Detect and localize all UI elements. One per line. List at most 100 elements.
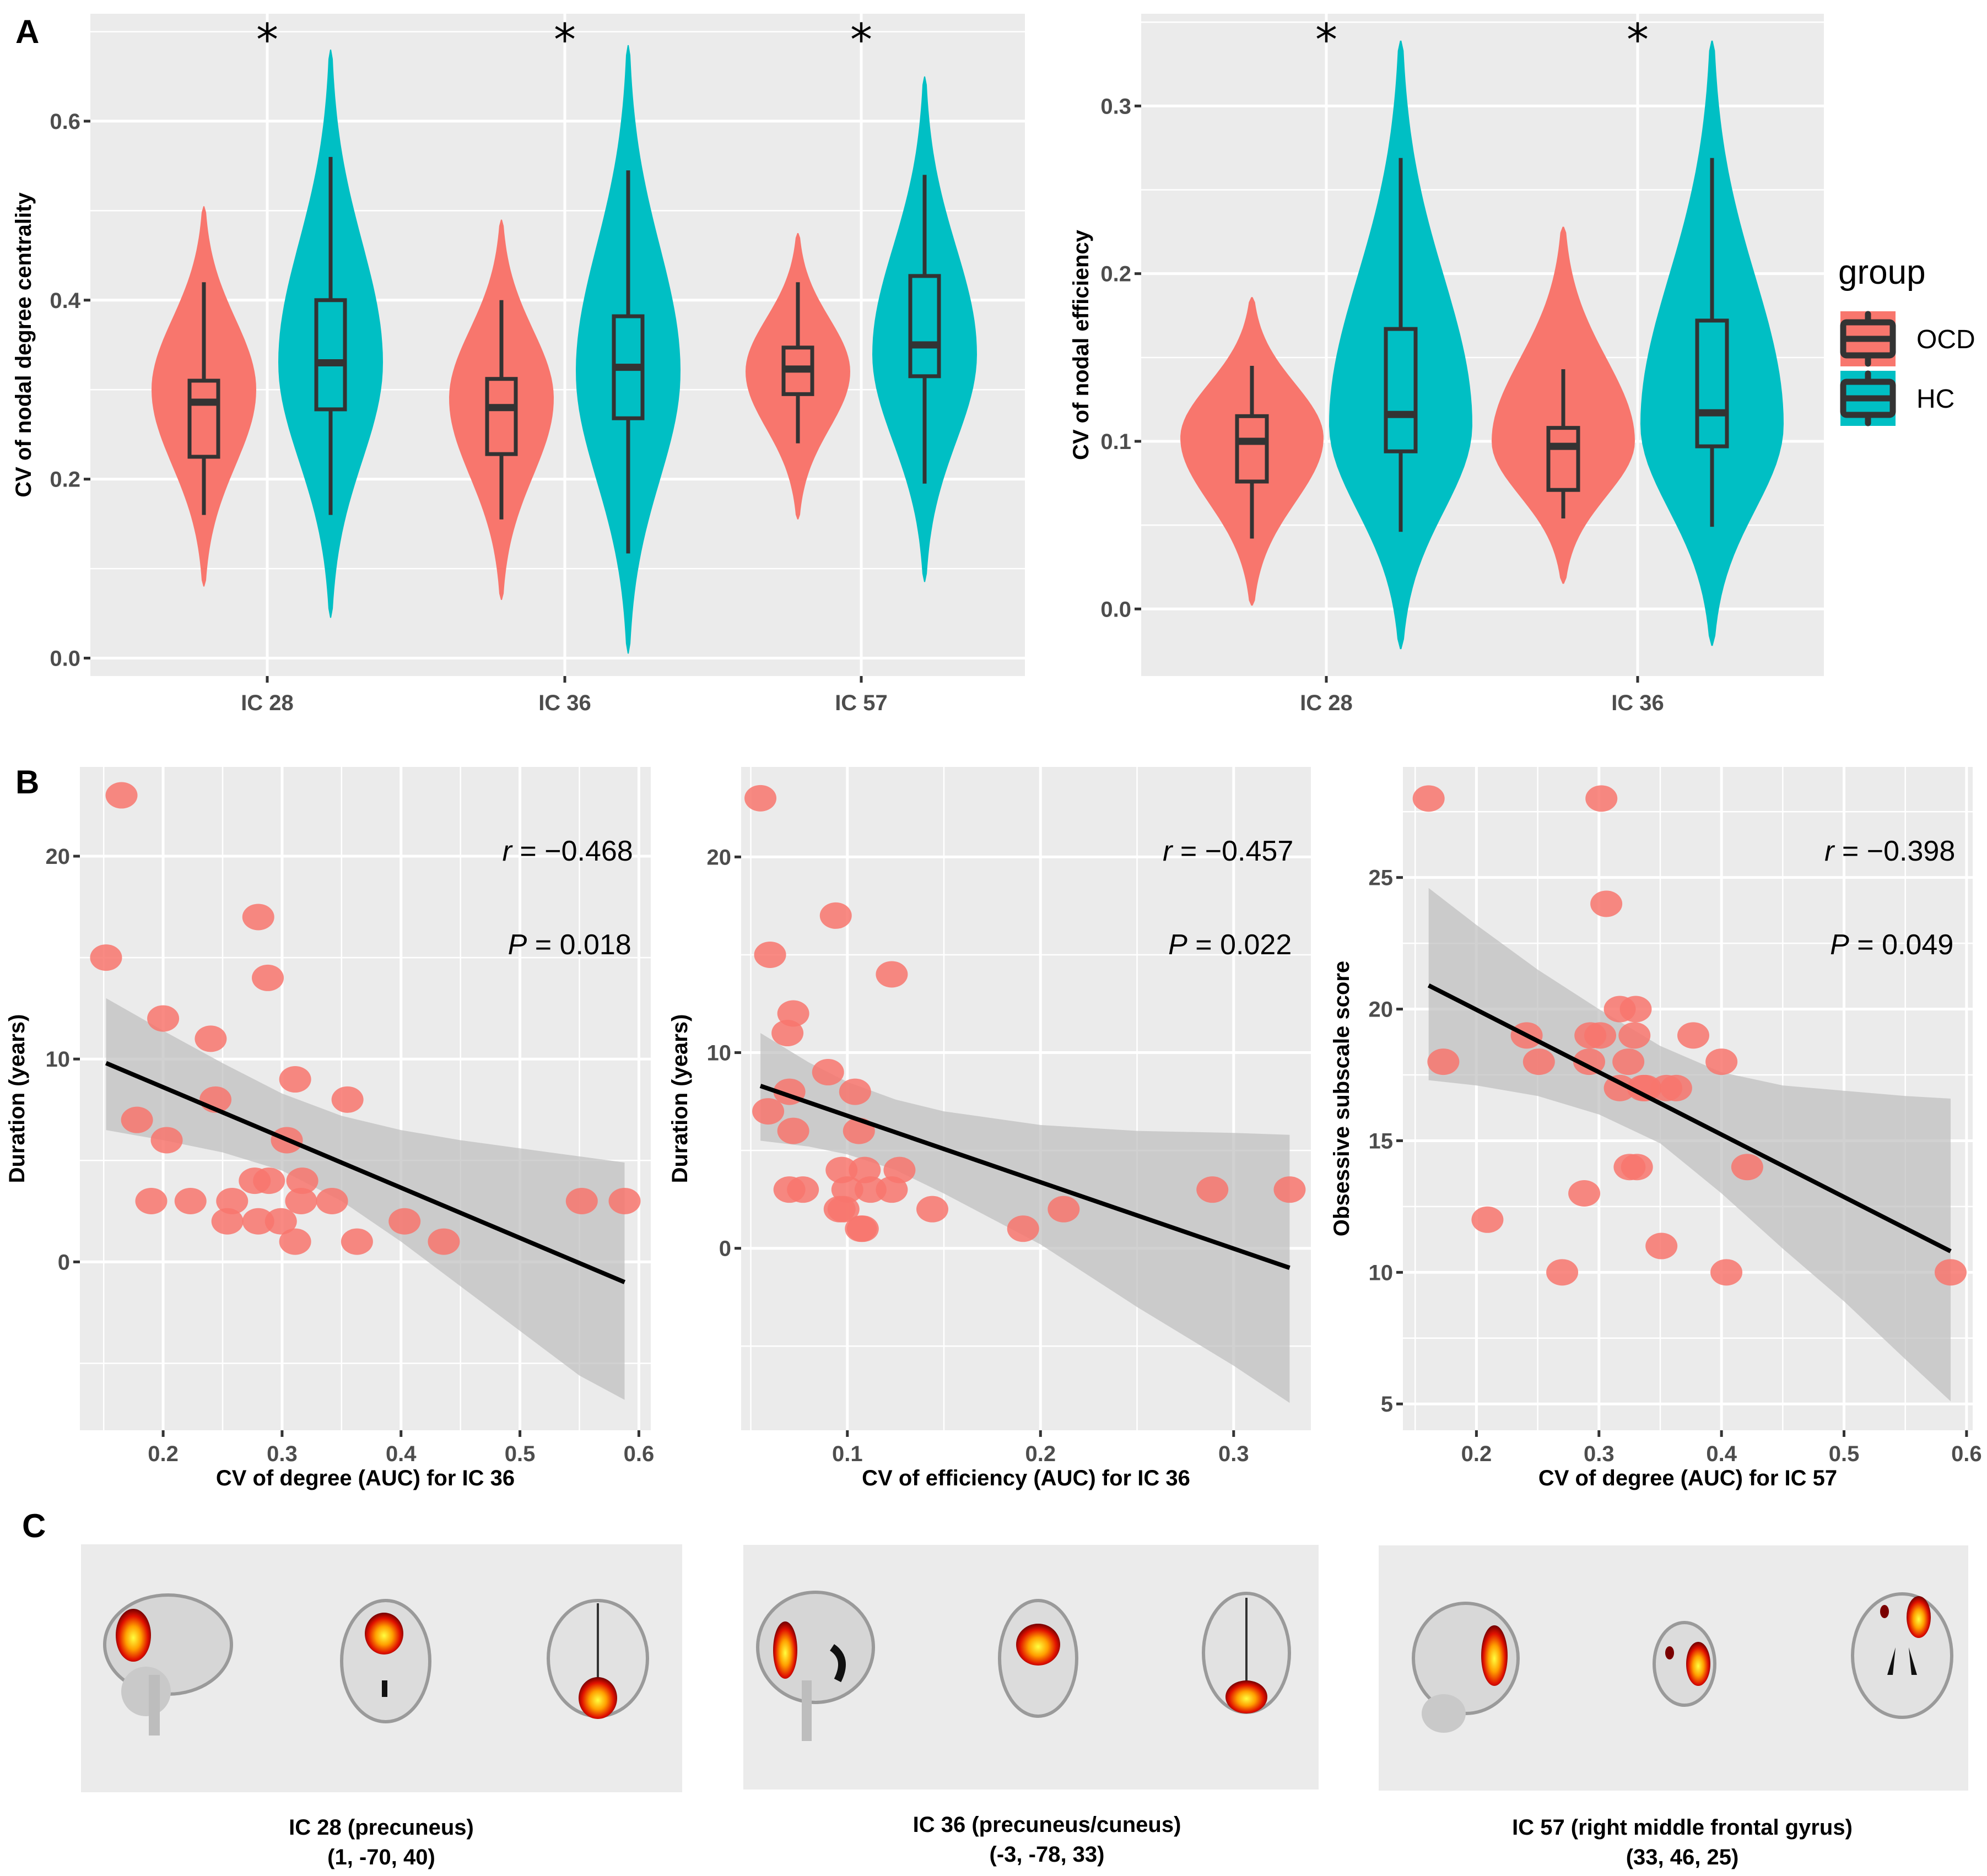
y-axis-title: Duration (years) [668, 1014, 692, 1183]
activation-blob [1225, 1680, 1267, 1713]
data-point [1731, 1154, 1763, 1181]
data-point [388, 1208, 421, 1235]
caption-coords: (-3, -78, 33) [990, 1842, 1105, 1867]
data-point [264, 1208, 297, 1235]
p-symbol: P [1168, 929, 1187, 961]
data-point [1573, 1048, 1605, 1075]
data-point [839, 1078, 871, 1105]
data-point [147, 1005, 180, 1032]
y-tick-label: 0 [719, 1237, 731, 1261]
y-tick-label: 20 [1369, 998, 1394, 1022]
panel-label-a: A [15, 13, 39, 50]
data-point [608, 1187, 641, 1214]
y-ticks: 0.0 0.2 0.4 0.6 [50, 110, 90, 671]
data-point [135, 1187, 168, 1214]
data-point [752, 1098, 785, 1125]
activation-blob [365, 1613, 403, 1655]
panel-a-degree-violin: 0.0 0.2 0.4 0.6 IC 28 * IC 36 * IC 57 * CV of no… [12, 14, 1025, 715]
r-value: = −0.398 [1834, 835, 1955, 867]
r-value: = −0.468 [512, 835, 633, 867]
y-tick-label: 0.0 [1100, 597, 1131, 621]
significance-star: * [850, 14, 872, 66]
x-tick-label: 0.5 [1829, 1442, 1860, 1466]
data-point [1621, 1154, 1653, 1181]
coronal-slice [340, 1599, 431, 1723]
brain-map-ic28: IC 28 (precuneus) (1, -70, 40) [81, 1544, 682, 1869]
x-tick-label: 0.3 [1584, 1442, 1615, 1466]
y-axis-title: CV of nodal degree centrality [12, 192, 36, 498]
data-point [754, 941, 786, 968]
y-tick-label: 25 [1369, 866, 1394, 890]
data-point [819, 902, 852, 929]
y-axis-title: CV of nodal efficiency [1069, 229, 1093, 460]
y-tick-label: 10 [1369, 1261, 1394, 1285]
x-tick-label: IC 57 [835, 691, 888, 715]
data-point [846, 1215, 879, 1242]
activation-blob [579, 1677, 617, 1719]
x-tick-label: 0.4 [386, 1442, 417, 1466]
legend-entry-hc: HC [1840, 370, 1954, 426]
p-value-annotation: P = 0.049 [1830, 929, 1953, 961]
axial-slice [1851, 1592, 1953, 1719]
data-point [1590, 890, 1623, 917]
y-tick-label: 20 [46, 845, 71, 869]
activation-blob [1481, 1625, 1508, 1686]
y-axis-title: Duration (years) [5, 1014, 29, 1183]
data-point [876, 961, 908, 988]
data-point [150, 1127, 183, 1154]
activation-blob [116, 1609, 151, 1662]
data-point [1584, 1022, 1617, 1049]
data-point [253, 1167, 285, 1194]
p-value: = 0.022 [1187, 929, 1292, 961]
data-point [876, 1176, 908, 1203]
violin-marks [152, 45, 977, 654]
box-iqr [314, 298, 347, 412]
sagittal-slice [1412, 1602, 1520, 1733]
x-tick-label: 0.3 [267, 1442, 298, 1466]
data-point [744, 785, 777, 812]
data-point [211, 1208, 244, 1235]
x-ticks: IC 28 * IC 36 * IC 57 * [241, 14, 888, 715]
caption-title: IC 36 (precuneus/cuneus) [913, 1813, 1181, 1837]
y-tick-label: 0.4 [50, 289, 80, 313]
data-point [1427, 1048, 1460, 1075]
box-iqr [187, 379, 220, 459]
data-point [286, 1167, 318, 1194]
box-iqr [1384, 327, 1418, 453]
legend-label-ocd: OCD [1916, 325, 1975, 354]
data-point [916, 1196, 949, 1223]
activation-blob [1686, 1642, 1710, 1686]
data-point [252, 964, 284, 991]
caption-coords: (1, -70, 40) [327, 1845, 435, 1869]
caption-title: IC 57 (right middle frontal gyrus) [1512, 1815, 1853, 1840]
brain-map-ic57: IC 57 (right middle frontal gyrus) (33, … [1379, 1545, 1968, 1869]
y-tick-label: 0.1 [1100, 430, 1131, 454]
brain-map-ic36: IC 36 (precuneus/cuneus) (-3, -78, 33) [743, 1545, 1319, 1867]
y-tick-label: 0.3 [1100, 94, 1131, 118]
legend-label-hc: HC [1916, 385, 1954, 414]
data-point [1645, 1232, 1678, 1259]
p-value-annotation: P = 0.018 [508, 929, 631, 961]
data-point [1612, 1048, 1645, 1075]
data-point [279, 1228, 311, 1255]
data-point [1585, 785, 1618, 812]
data-point [1619, 996, 1652, 1023]
r-symbol: r [503, 835, 514, 867]
axial-slice [1202, 1592, 1291, 1714]
data-point [242, 904, 274, 931]
panel-b-scatter-degree-ic57: 0.2 0.3 0.4 0.5 0.6 5 10 15 20 25 CV of degree (AU… [1330, 767, 1982, 1490]
data-point [1546, 1259, 1579, 1286]
y-tick-label: 0 [58, 1250, 70, 1274]
y-axis-title: Obsessive subscale score [1330, 961, 1354, 1236]
legend-entry-ocd: OCD [1840, 311, 1975, 367]
r-symbol: r [1163, 835, 1174, 867]
confidence-band [106, 998, 625, 1400]
significance-star: * [256, 14, 278, 66]
x-tick-label: IC 36 [538, 691, 591, 715]
violin-marks [1180, 40, 1784, 650]
data-point [279, 1066, 311, 1093]
r-value: = −0.457 [1172, 835, 1293, 867]
data-point [1048, 1196, 1080, 1223]
y-tick-label: 15 [1369, 1129, 1394, 1153]
